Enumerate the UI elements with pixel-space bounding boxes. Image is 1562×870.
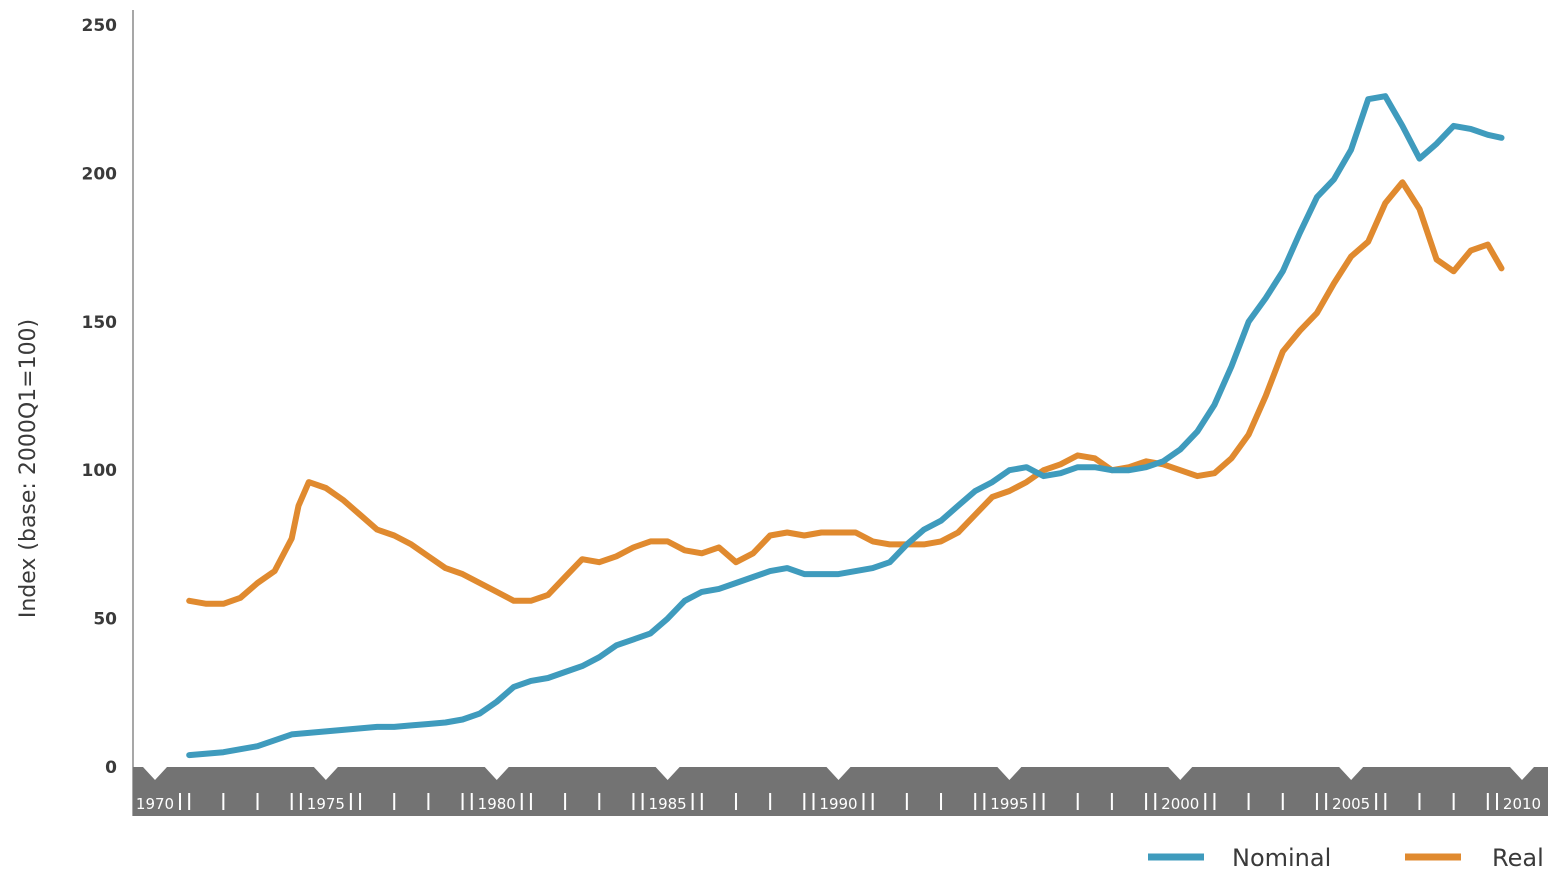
x-tick-label: 1985 <box>649 795 687 813</box>
x-tick-label: 1975 <box>307 795 345 813</box>
legend-label-real: Real <box>1492 844 1544 870</box>
series-line-real <box>186 179 1505 607</box>
y-axis-label: Index (base: 2000Q1=100) <box>16 319 41 618</box>
x-tick-label: 1970 <box>136 795 174 813</box>
x-tick-label: 1990 <box>819 795 857 813</box>
x-tick-label: 2005 <box>1332 795 1370 813</box>
y-tick-label: 0 <box>105 758 117 778</box>
x-tick-label: 2010 <box>1503 795 1541 813</box>
y-tick-label: 150 <box>82 313 118 333</box>
x-tick-label: 1980 <box>478 795 516 813</box>
x-axis-band <box>133 767 1548 816</box>
y-tick-label: 100 <box>82 461 118 481</box>
axes: 0 50 100 150 200 250 Index (base: 2000Q1=100) 1… <box>16 10 1548 816</box>
x-tick-label: 2000 <box>1161 795 1199 813</box>
y-tick-label: 250 <box>82 16 118 36</box>
legend-label-nominal: Nominal <box>1232 844 1331 870</box>
x-tick-label: 1995 <box>990 795 1028 813</box>
series-layer <box>186 93 1505 759</box>
series-line-nominal <box>186 93 1505 759</box>
y-tick-label: 200 <box>82 164 118 184</box>
legend: Nominal Real <box>1148 844 1544 870</box>
y-tick-label: 50 <box>93 610 117 630</box>
